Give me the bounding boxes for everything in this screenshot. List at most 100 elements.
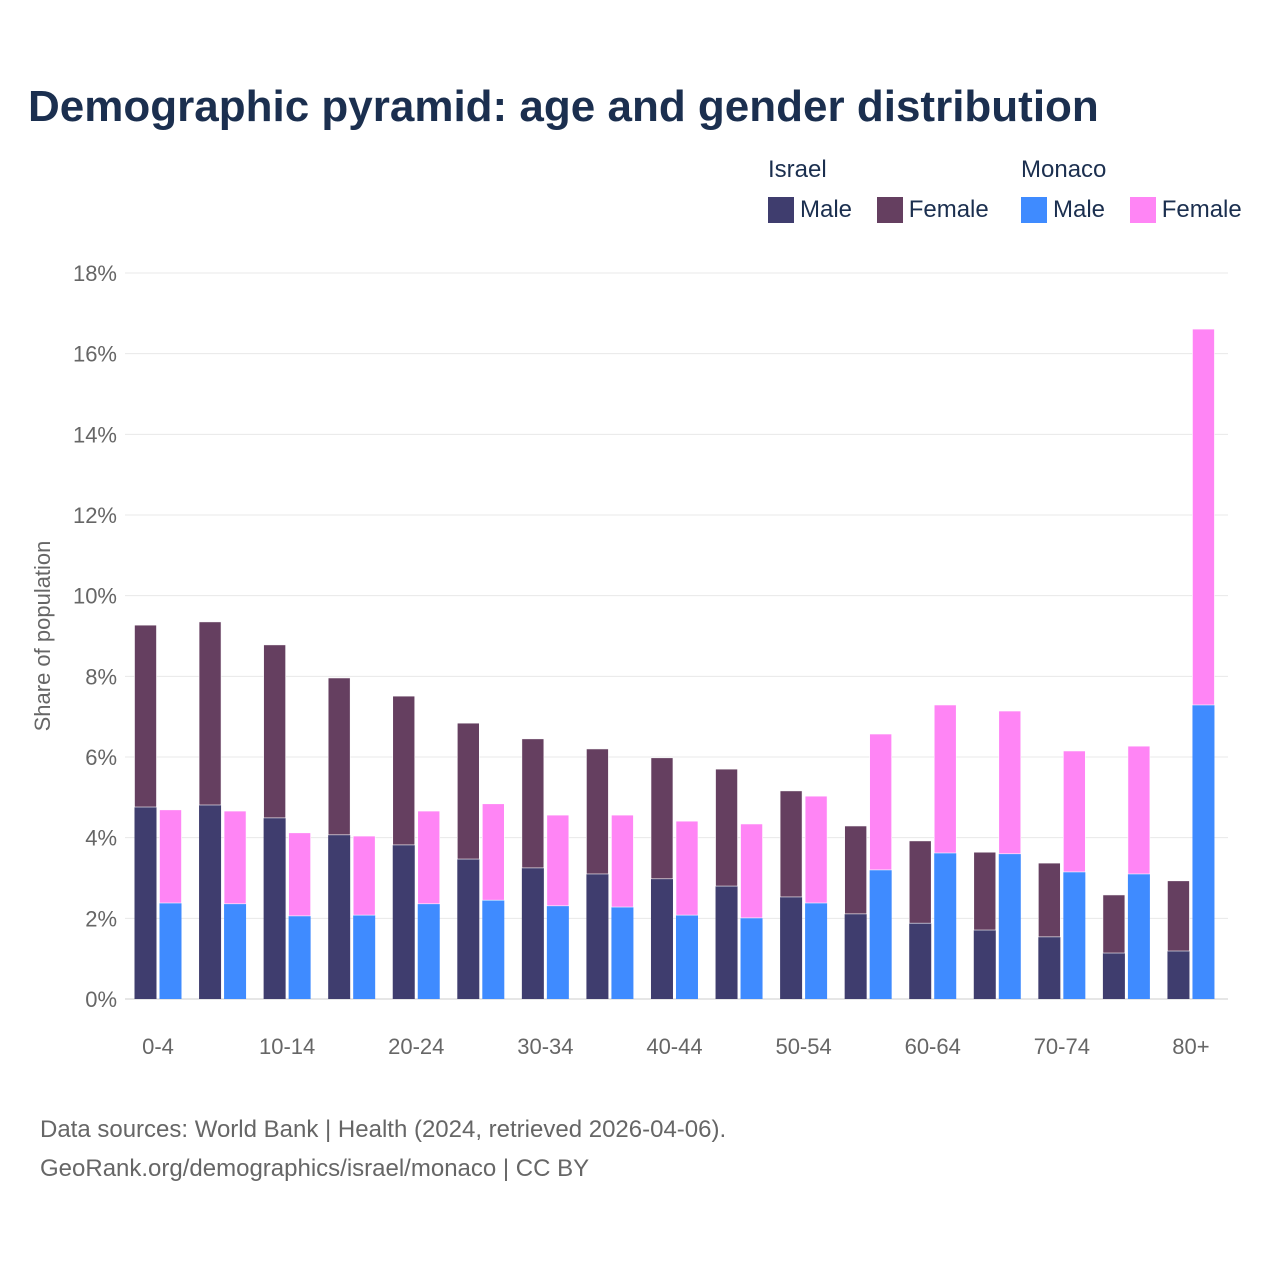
bar-israel-female	[650, 757, 674, 880]
bar-monaco-male	[740, 917, 763, 999]
bar-israel-male	[1102, 953, 1125, 999]
bar-israel-female	[263, 644, 286, 819]
bar-monaco-male	[998, 853, 1021, 999]
bar-monaco-female	[546, 814, 570, 907]
legend-label: Male	[1053, 196, 1106, 223]
bar-israel-male	[844, 913, 867, 999]
bar-monaco-female	[159, 809, 182, 904]
bar-monaco-female	[998, 710, 1022, 855]
legend-swatch	[876, 197, 903, 223]
bar-monaco-male	[1127, 873, 1150, 999]
bar-israel-female	[456, 722, 480, 860]
bar-monaco-male	[482, 900, 505, 999]
y-tick-label: 2%	[85, 906, 117, 931]
bar-monaco-female	[352, 835, 376, 916]
bar-monaco-female	[223, 810, 247, 905]
bar-israel-male	[392, 844, 415, 999]
bar-monaco-female	[481, 803, 505, 901]
legend-swatch	[1129, 197, 1156, 223]
y-tick-label: 10%	[73, 584, 117, 609]
bar-israel-male	[586, 873, 609, 999]
bar-israel-female	[392, 695, 416, 846]
y-tick-label: 12%	[73, 503, 117, 528]
y-tick-label: 14%	[73, 422, 117, 447]
bar-monaco-male	[611, 907, 634, 999]
bar-monaco-male	[805, 903, 828, 999]
bar-monaco-female	[1063, 750, 1086, 873]
x-tick-label: 20-24	[388, 1034, 444, 1059]
x-tick-label: 0-4	[142, 1034, 174, 1059]
y-tick-label: 18%	[73, 261, 117, 286]
legend-swatch	[1021, 197, 1047, 223]
x-tick-label: 10-14	[259, 1034, 315, 1059]
bar-israel-male	[715, 886, 738, 999]
x-tick-label: 60-64	[905, 1034, 961, 1059]
bar-monaco-female	[740, 823, 763, 919]
bar-israel-male	[521, 867, 544, 999]
bar-israel-female	[1102, 894, 1126, 954]
bar-monaco-male	[1063, 871, 1086, 999]
bar-israel-female	[134, 624, 157, 808]
legend-label: Female	[1161, 196, 1242, 223]
bar-israel-male	[457, 859, 480, 999]
bar-monaco-male	[353, 915, 376, 999]
y-tick-label: 16%	[73, 342, 117, 367]
bar-israel-female	[715, 768, 738, 887]
bar-israel-male	[1167, 951, 1190, 999]
bar-monaco-male	[675, 915, 698, 999]
bar-israel-female	[844, 825, 867, 915]
bar-israel-female	[1038, 862, 1061, 938]
y-tick-label: 0%	[85, 987, 117, 1012]
bar-monaco-male	[869, 869, 892, 999]
bar-monaco-male	[224, 903, 247, 999]
chart-title: Demographic pyramid: age and gender dist…	[28, 82, 1099, 131]
x-tick-label: 40-44	[646, 1034, 702, 1059]
x-tick-label: 80+	[1172, 1034, 1209, 1059]
bar-israel-male	[780, 896, 803, 999]
bar-monaco-male	[546, 905, 569, 999]
legend-group-title: Monaco	[1021, 156, 1107, 183]
legend-label: Male	[800, 196, 853, 223]
y-tick-label: 4%	[85, 826, 117, 851]
y-axis-label: Share of population	[30, 541, 55, 732]
bar-monaco-female	[1192, 328, 1215, 706]
bar-israel-male	[263, 817, 286, 999]
x-tick-label: 30-34	[517, 1034, 573, 1059]
bar-monaco-female	[804, 795, 828, 904]
bar-israel-male	[134, 807, 157, 999]
y-tick-label: 6%	[85, 745, 117, 770]
bar-monaco-female	[933, 704, 957, 854]
bar-israel-male	[1038, 936, 1061, 999]
bar-israel-male	[328, 834, 351, 999]
legend-swatch	[768, 197, 794, 223]
legend-item: Male	[1021, 196, 1105, 224]
bar-monaco-female	[417, 810, 441, 905]
bar-monaco-male	[934, 852, 957, 999]
bar-monaco-female	[288, 832, 311, 917]
bar-israel-female	[1167, 880, 1190, 952]
bar-israel-male	[650, 878, 673, 999]
bar-monaco-female	[675, 820, 699, 916]
bar-monaco-male	[288, 915, 311, 999]
legend-israel: Israel Male Female	[768, 156, 1007, 230]
bar-monaco-female	[869, 733, 892, 871]
bar-israel-male	[199, 804, 222, 999]
bar-monaco-female	[611, 814, 634, 908]
bar-monaco-male	[159, 903, 182, 999]
bar-monaco-female	[1127, 745, 1151, 875]
bar-israel-female	[327, 677, 351, 836]
bar-israel-female	[586, 748, 609, 875]
legend-monaco: Monaco Male Female	[1021, 156, 1242, 230]
bar-israel-female	[198, 621, 222, 806]
bar-israel-female	[973, 851, 997, 931]
source-url: GeoRank.org/demographics/israel/monaco |…	[40, 1155, 590, 1182]
y-tick-label: 8%	[85, 664, 117, 689]
bar-israel-female	[908, 840, 932, 924]
x-tick-label: 50-54	[775, 1034, 831, 1059]
legend-item: Female	[876, 196, 989, 224]
legend-item: Male	[768, 196, 852, 224]
bar-monaco-male	[1192, 704, 1215, 999]
bar-israel-male	[973, 930, 996, 999]
legend-group-title: Israel	[768, 156, 827, 183]
